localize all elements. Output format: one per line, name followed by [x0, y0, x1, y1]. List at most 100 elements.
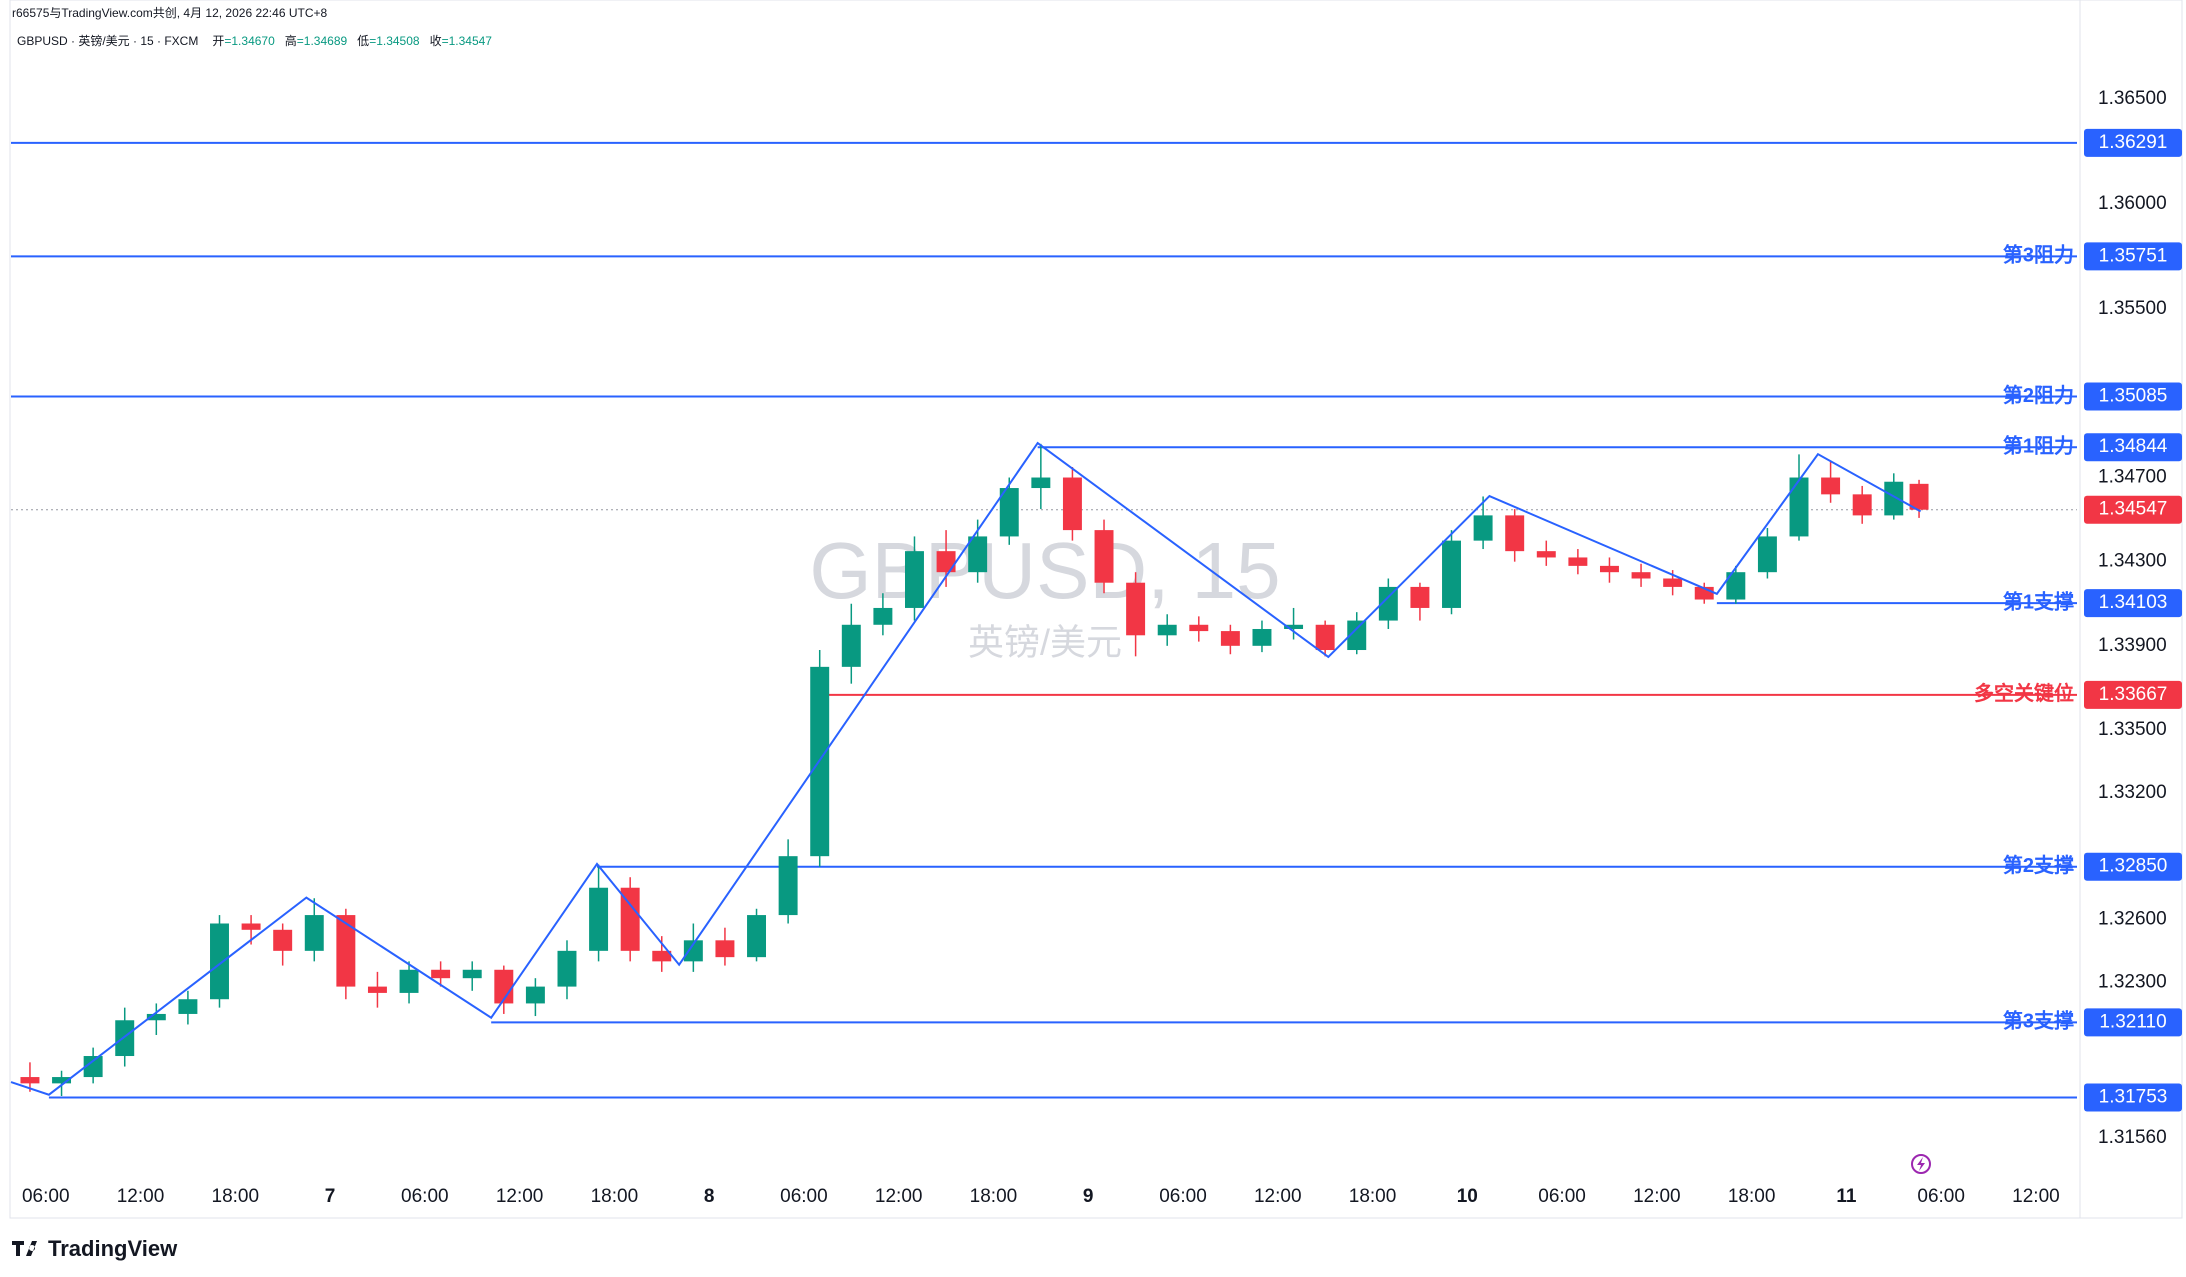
- y-tick-label: 1.34300: [2098, 551, 2167, 572]
- price-box-label: 1.32110: [2099, 1011, 2166, 1032]
- x-tick-label: 12:00: [875, 1186, 923, 1207]
- candle-body: [968, 536, 988, 573]
- candle-body: [273, 929, 293, 951]
- ohlc-value: =1.34689: [297, 34, 348, 48]
- x-tick-label: 10: [1457, 1186, 1478, 1207]
- candle-body: [115, 1020, 135, 1057]
- x-tick-label: 06:00: [401, 1186, 449, 1207]
- price-box: [2084, 589, 2182, 618]
- candle-body: [1189, 624, 1209, 632]
- x-tick-label: 18:00: [212, 1186, 260, 1207]
- x-tick-label: 12:00: [117, 1186, 165, 1207]
- price-box-label: 1.36291: [2099, 132, 2168, 153]
- x-tick-label: 9: [1083, 1186, 1094, 1207]
- candle-body: [1442, 540, 1461, 608]
- candle-body: [1909, 483, 1929, 510]
- y-tick-label: 1.35500: [2098, 298, 2167, 319]
- chart-subtitle: r66575与TradingView.com共创, 4月 12, 2026 22…: [12, 6, 327, 20]
- candle-body: [841, 624, 861, 667]
- event-icon[interactable]: [1911, 1154, 1931, 1174]
- y-tick-label: 1.36500: [2098, 88, 2167, 109]
- candle-body: [241, 923, 261, 930]
- candle-body: [1094, 530, 1114, 583]
- x-tick-label: 12:00: [1633, 1186, 1681, 1207]
- candle-body: [715, 940, 735, 958]
- price-box-label: 1.31753: [2099, 1086, 2168, 1107]
- y-tick-label: 1.32600: [2098, 908, 2167, 929]
- price-box: [2084, 680, 2182, 709]
- candle-body: [1631, 572, 1651, 579]
- candle-body: [1599, 565, 1619, 573]
- x-tick-label: 06:00: [1538, 1186, 1586, 1207]
- ohlc-value: =1.34670: [224, 34, 275, 48]
- x-tick-label: 18:00: [970, 1186, 1018, 1207]
- candle-body: [1663, 578, 1683, 587]
- candle-body: [1568, 557, 1588, 566]
- candle-body: [52, 1077, 72, 1084]
- price-box: [2084, 433, 2182, 462]
- price-box-label: 1.34547: [2099, 499, 2168, 520]
- price-box-label: 1.33667: [2099, 684, 2168, 705]
- event-circle: [1911, 1154, 1931, 1174]
- x-tick-label: 06:00: [22, 1186, 70, 1207]
- candle-body: [1726, 572, 1746, 600]
- price-box: [2084, 495, 2182, 524]
- y-tick-label: 1.33500: [2098, 719, 2167, 740]
- candle-body: [1220, 631, 1240, 646]
- y-tick-label: 1.36000: [2098, 193, 2167, 214]
- price-box: [2084, 128, 2182, 157]
- candle-body: [1252, 628, 1272, 646]
- x-tick-label: 12:00: [1254, 1186, 1302, 1207]
- candle-body: [557, 950, 577, 987]
- candle-body: [905, 551, 924, 608]
- candle-body: [778, 856, 798, 916]
- candle-body: [1757, 536, 1777, 573]
- logo-text: TradingView: [48, 1236, 178, 1261]
- logo-mark: [12, 1241, 37, 1256]
- plot-area: [10, 141, 2077, 1099]
- x-tick-label: 11: [1836, 1186, 1857, 1207]
- candle-body: [525, 986, 545, 1004]
- y-tick-label: 1.33200: [2098, 782, 2167, 803]
- candle-body: [652, 950, 672, 962]
- price-box-label: 1.35751: [2099, 245, 2168, 266]
- candle-body: [999, 488, 1019, 537]
- candle-body: [1062, 477, 1082, 531]
- price-box: [2084, 1083, 2182, 1112]
- candle-body: [589, 887, 609, 951]
- x-tick-label: 12:00: [496, 1186, 544, 1207]
- price-box-label: 1.34844: [2099, 436, 2168, 457]
- price-box: [2084, 242, 2182, 271]
- x-tick-label: 18:00: [1349, 1186, 1397, 1207]
- candle-body: [1505, 515, 1525, 552]
- candle-body: [936, 551, 956, 573]
- candle-body: [1536, 551, 1556, 558]
- x-tick-label: 8: [704, 1186, 715, 1207]
- y-tick-label: 1.32300: [2098, 971, 2167, 992]
- candle-body: [683, 940, 703, 962]
- ohlc-value: =1.34547: [442, 34, 493, 48]
- event-bolt: [1917, 1157, 1925, 1171]
- candle-body: [1884, 481, 1904, 516]
- candle-body: [1378, 586, 1398, 621]
- logo: TradingView: [12, 1236, 178, 1261]
- candle-body: [1126, 582, 1146, 636]
- candle-body: [20, 1077, 40, 1084]
- candle-body: [747, 915, 767, 958]
- candle-body: [336, 915, 356, 987]
- level-label: 第1阻力: [2003, 434, 2074, 458]
- candle-body: [1789, 477, 1809, 537]
- candle-body: [1315, 624, 1335, 651]
- candle-body: [178, 999, 198, 1014]
- candle-body: [367, 986, 387, 993]
- candle-body: [873, 607, 893, 625]
- x-tick-label: 06:00: [1159, 1186, 1207, 1207]
- level-label: 第2支撑: [2003, 853, 2074, 877]
- x-tick-label: 06:00: [1917, 1186, 1965, 1207]
- candle-body: [1284, 624, 1304, 629]
- x-tick-label: 18:00: [591, 1186, 639, 1207]
- candle-body: [494, 969, 514, 1004]
- watermark-sub: 英镑/美元: [968, 622, 1122, 663]
